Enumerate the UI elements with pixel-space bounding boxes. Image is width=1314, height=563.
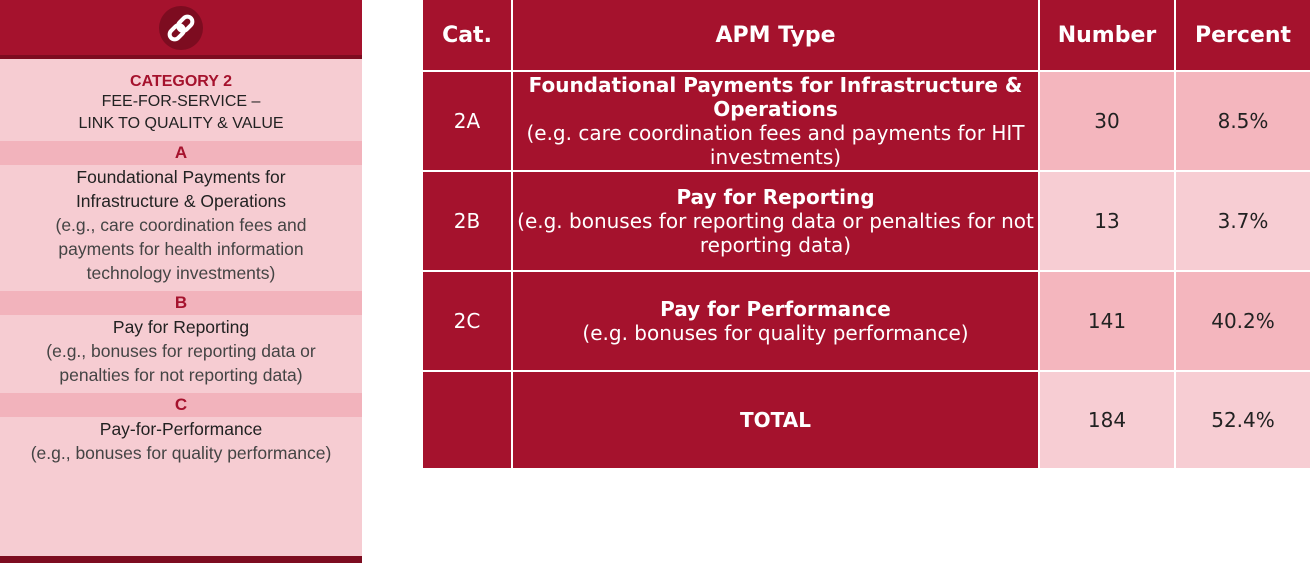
cat-cell: 2A — [423, 72, 513, 172]
percent-cell: 40.2% — [1176, 272, 1312, 372]
section-line: Infrastructure & Operations — [75, 191, 287, 211]
cat-cell — [423, 372, 513, 470]
panel-footer — [0, 556, 362, 563]
number-cell: 13 — [1040, 172, 1176, 272]
section-line: (e.g., bonuses for reporting data or — [46, 341, 316, 361]
number-cell: 141 — [1040, 272, 1176, 372]
cat-cell: 2B — [423, 172, 513, 272]
type-title: TOTAL — [740, 408, 811, 432]
section-line: Foundational Payments for — [76, 167, 286, 187]
section-line: (e.g., bonuses for quality performance) — [30, 443, 332, 463]
type-title: Pay for Performance — [660, 297, 891, 321]
type-desc: (e.g. bonuses for reporting data or pena… — [517, 209, 1034, 257]
section-letter: C — [0, 393, 362, 417]
type-desc: (e.g. care coordination fees and payment… — [526, 121, 1025, 169]
category-title: LINK TO QUALITY & VALUE — [78, 115, 284, 132]
section-line: Pay-for-Performance — [99, 419, 263, 439]
section-line: payments for health information — [58, 239, 304, 259]
header-cell: Cat. — [423, 0, 513, 72]
header-cell: Number — [1040, 0, 1176, 72]
category-panel: CATEGORY 2 FEE-FOR-SERVICE – LINK TO QUAL… — [0, 0, 362, 563]
apm-table: Cat. APM Type Number Percent 2A Foundational … — [423, 0, 1312, 470]
section-line: penalties for not reporting data) — [59, 365, 303, 385]
section-letter: B — [0, 291, 362, 315]
type-title: Pay for Reporting — [676, 185, 875, 209]
type-title: Foundational Payments for Infrastructure… — [528, 73, 1023, 121]
link-icon — [159, 5, 203, 50]
number-cell: 30 — [1040, 72, 1176, 172]
type-cell: Foundational Payments for Infrastructure… — [513, 72, 1040, 172]
category-title: FEE-FOR-SERVICE – — [101, 93, 261, 110]
type-desc: (e.g. bonuses for quality performance) — [582, 321, 969, 345]
cat-cell: 2C — [423, 272, 513, 372]
panel-header — [0, 0, 362, 59]
header-cell: Percent — [1176, 0, 1312, 72]
percent-cell: 52.4% — [1176, 372, 1312, 470]
type-cell: Pay for Performance (e.g. bonuses for qua… — [513, 272, 1040, 372]
section-line: Pay for Reporting — [112, 317, 250, 337]
section-line: technology investments) — [86, 263, 276, 283]
category-label: CATEGORY 2 — [130, 73, 232, 90]
number-cell: 184 — [1040, 372, 1176, 470]
header-cell: APM Type — [513, 0, 1040, 72]
section-line: (e.g., care coordination fees and — [55, 215, 307, 235]
type-cell: Pay for Reporting (e.g. bonuses for repor… — [513, 172, 1040, 272]
section-letter: A — [0, 141, 362, 165]
type-cell: TOTAL — [513, 372, 1040, 470]
percent-cell: 8.5% — [1176, 72, 1312, 172]
percent-cell: 3.7% — [1176, 172, 1312, 272]
